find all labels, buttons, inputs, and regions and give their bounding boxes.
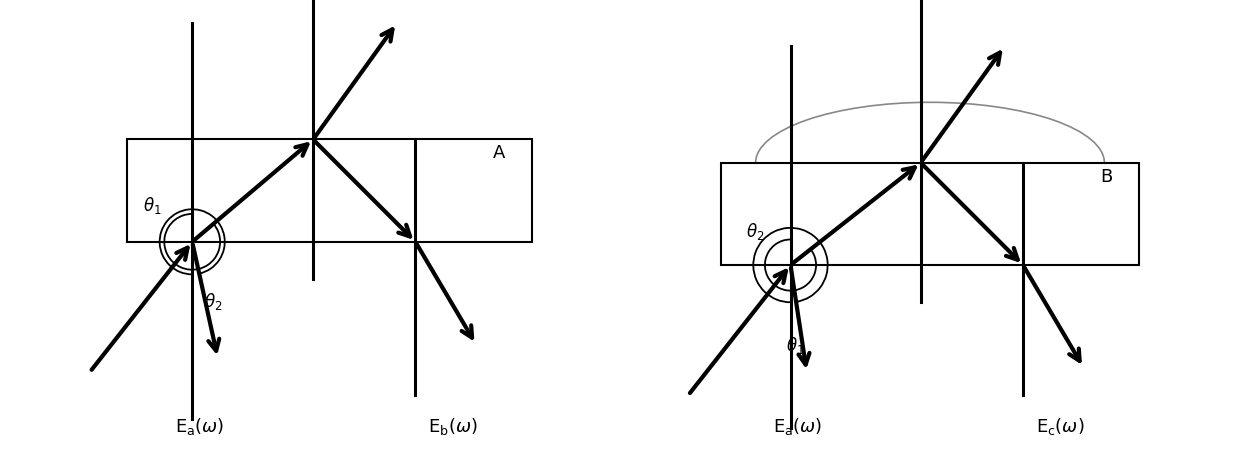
Text: A: A	[494, 145, 505, 162]
Text: B: B	[1101, 168, 1112, 186]
Bar	[126, 140, 532, 242]
Text: $\theta_1$: $\theta_1$	[786, 335, 805, 356]
Text: $\mathrm{E_a}(\omega)$: $\mathrm{E_a}(\omega)$	[773, 416, 822, 437]
Bar	[720, 163, 1140, 265]
Text: $\mathrm{E_a}(\omega)$: $\mathrm{E_a}(\omega)$	[175, 416, 224, 437]
Text: $\theta_1$: $\theta_1$	[144, 195, 162, 216]
Text: $\theta_2$: $\theta_2$	[203, 291, 222, 312]
Text: $\mathrm{E_b}(\omega)$: $\mathrm{E_b}(\omega)$	[428, 416, 477, 437]
Text: $\mathrm{E_c}(\omega)$: $\mathrm{E_c}(\omega)$	[1035, 416, 1085, 437]
Text: $\theta_2$: $\theta_2$	[746, 221, 765, 242]
